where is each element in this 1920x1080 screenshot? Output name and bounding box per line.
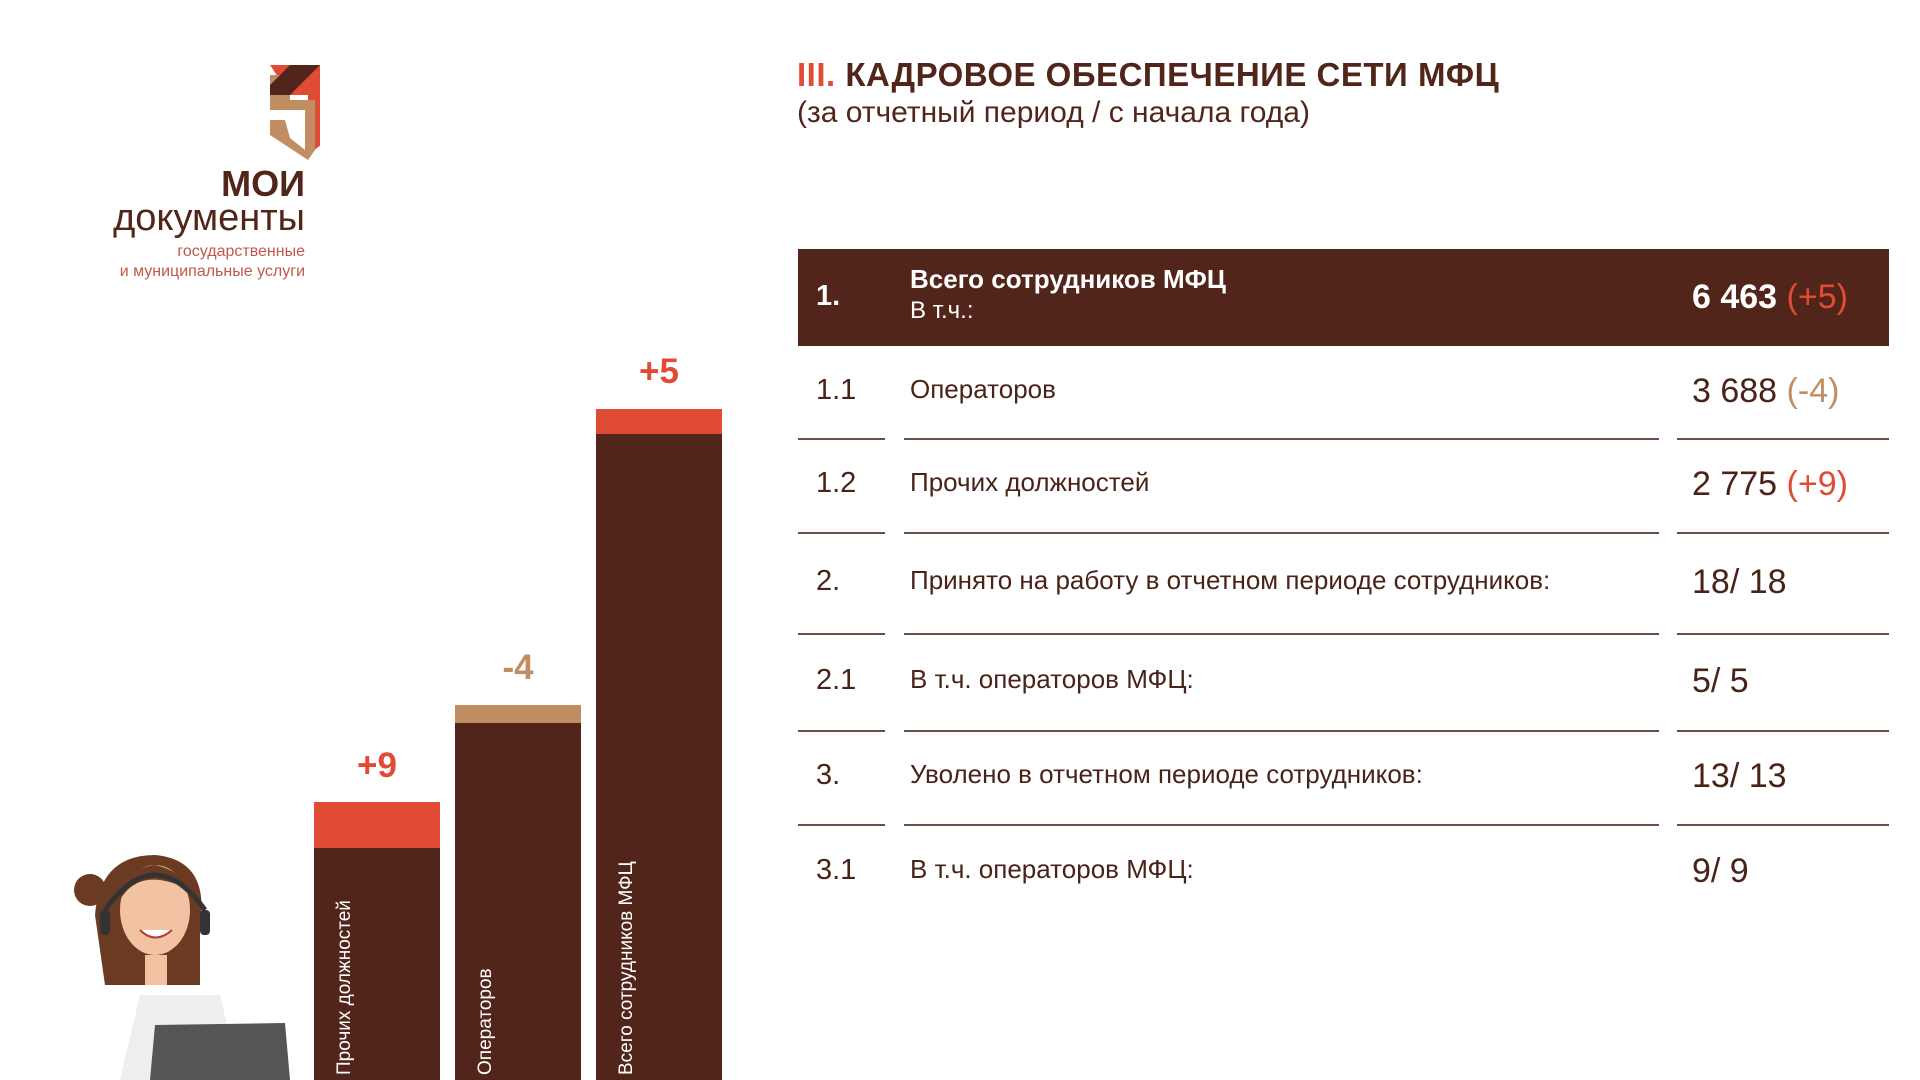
bar-top xyxy=(314,802,440,848)
bar xyxy=(596,434,722,1080)
operator-illustration xyxy=(74,855,290,1080)
row-value: 6 463 (+5) xyxy=(1692,278,1848,317)
row-separator xyxy=(798,824,885,826)
row-separator xyxy=(798,438,885,440)
bar-top xyxy=(596,409,722,434)
row-value: 9/ 9 xyxy=(1692,852,1749,891)
row-separator xyxy=(1677,633,1889,635)
bar-label: Всего сотрудников МФЦ xyxy=(616,861,637,1075)
row-separator xyxy=(904,532,1659,534)
row-number: 2. xyxy=(816,564,841,597)
row-separator xyxy=(904,438,1659,440)
row-separator xyxy=(1677,730,1889,732)
row-separator xyxy=(798,730,885,732)
row-label: Прочих должностей xyxy=(910,467,1150,497)
logo-line3: государственные xyxy=(177,243,305,260)
bar-top xyxy=(455,705,581,723)
row-label: Операторов xyxy=(910,374,1056,404)
row-value: 18/ 18 xyxy=(1692,563,1787,602)
row-sublabel: В т.ч.: xyxy=(910,296,974,324)
subtitle: (за отчетный период / с начала года) xyxy=(797,96,1310,129)
value-delta: (+9) xyxy=(1786,465,1848,503)
bar xyxy=(314,848,440,1080)
row-number: 1.1 xyxy=(816,374,857,406)
bar xyxy=(455,723,581,1080)
row-value: 13/ 13 xyxy=(1692,757,1787,796)
title-text: КАДРОВОЕ ОБЕСПЕЧЕНИЕ СЕТИ МФЦ xyxy=(845,56,1500,93)
row-separator xyxy=(904,730,1659,732)
value: 18/ 18 xyxy=(1692,562,1787,601)
bar-delta: +9 xyxy=(357,746,397,785)
value: 5/ 5 xyxy=(1692,661,1749,700)
title: III. КАДРОВОЕ ОБЕСПЕЧЕНИЕ СЕТИ МФЦ xyxy=(797,56,1499,94)
row-value: 5/ 5 xyxy=(1692,662,1749,701)
logo-mark-tan xyxy=(270,75,315,160)
row-value: 3 688 (-4) xyxy=(1692,372,1839,411)
value: 9/ 9 xyxy=(1692,852,1749,890)
row-value: 2 775 (+9) xyxy=(1692,465,1848,504)
row-separator xyxy=(798,532,885,534)
row-number: 1. xyxy=(816,279,841,312)
value: 3 688 xyxy=(1692,372,1778,410)
value-delta: (-4) xyxy=(1786,372,1840,410)
logo: МОИ документы государственные и муниципа… xyxy=(113,65,320,280)
row-separator xyxy=(904,824,1659,826)
value: 6 463 xyxy=(1692,277,1778,316)
logo-mark-red xyxy=(270,65,320,155)
logo-mark-brown xyxy=(270,65,320,95)
logo-line1: МОИ xyxy=(221,163,305,204)
row-separator xyxy=(1677,532,1889,534)
row-label: Всего сотрудников МФЦ xyxy=(910,263,1226,294)
row-label: Принято на работу в отчетном периоде сот… xyxy=(910,564,1551,595)
row-separator xyxy=(798,633,885,635)
row-separator xyxy=(904,633,1659,635)
bar-label: Прочих должностей xyxy=(334,900,355,1075)
row-label: В т.ч. операторов МФЦ: xyxy=(910,663,1194,694)
bar-delta: -4 xyxy=(502,648,534,687)
bar-delta: +5 xyxy=(639,352,679,391)
row-number: 3. xyxy=(816,759,841,791)
value: 2 775 xyxy=(1692,465,1778,503)
row-label: Уволено в отчетном периоде сотрудников: xyxy=(910,759,1423,789)
logo-line2: документы xyxy=(113,197,305,239)
logo-line4: и муниципальные услуги xyxy=(120,263,305,280)
table-header-row xyxy=(798,249,1889,346)
row-separator xyxy=(1677,438,1889,440)
row-label: В т.ч. операторов МФЦ: xyxy=(910,854,1194,884)
row-separator xyxy=(1677,824,1889,826)
title-prefix: III. xyxy=(797,56,836,93)
row-number: 3.1 xyxy=(816,854,857,886)
bar-label: Операторов xyxy=(475,968,496,1075)
row-number: 1.2 xyxy=(816,467,857,499)
row-number: 2.1 xyxy=(816,663,857,696)
value: 13/ 13 xyxy=(1692,757,1787,795)
value-delta: (+5) xyxy=(1786,277,1848,316)
